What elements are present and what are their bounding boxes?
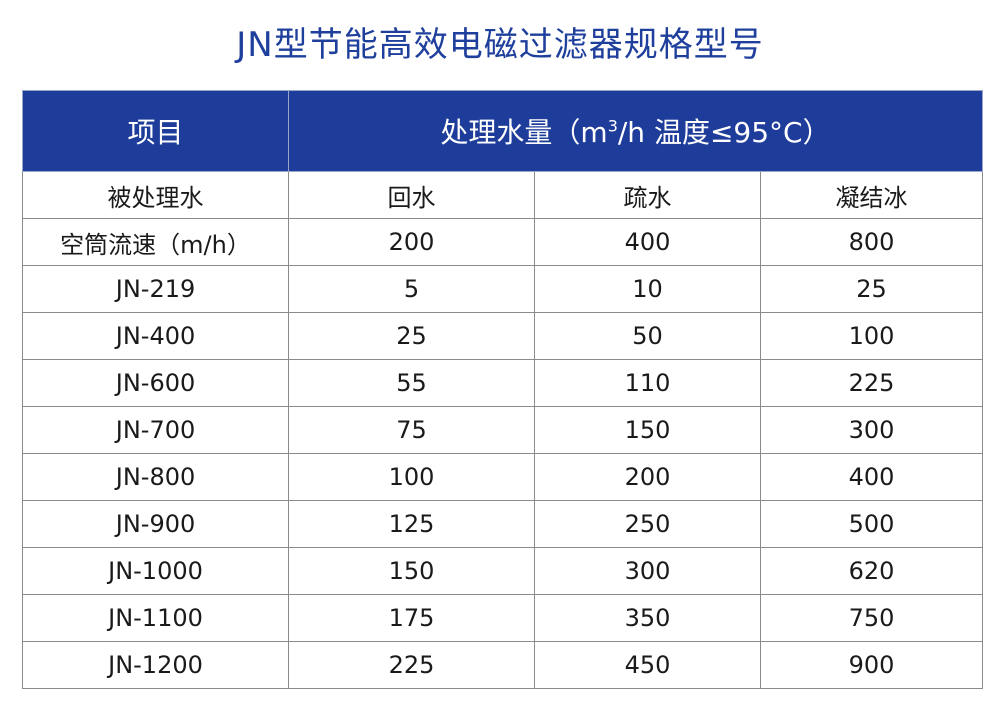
table-cell: 300	[534, 547, 761, 595]
table-row: JN-1100 175 350 750	[22, 594, 984, 642]
table-cell: 250	[534, 500, 761, 548]
table-row: JN-700 75 150 300	[22, 406, 984, 454]
table-cell: JN-219	[22, 265, 289, 313]
table-cell: 110	[534, 359, 761, 407]
table-cell: 500	[759, 500, 984, 548]
table-cell: JN-1000	[22, 547, 289, 595]
table-cell: 900	[759, 641, 984, 689]
header-flow-pre: 处理水量（m	[440, 116, 608, 149]
table-cell: 100	[759, 312, 984, 360]
table-header-row: 项目 处理水量（m3/h 温度≤95°C）	[22, 90, 984, 172]
table-cell: 400	[759, 453, 984, 501]
table-row: JN-1000 150 300 620	[22, 547, 984, 595]
table-cell: 125	[288, 500, 535, 548]
table-cell: 25	[288, 312, 535, 360]
table-cell: 150	[288, 547, 535, 595]
header-flow: 处理水量（m3/h 温度≤95°C）	[287, 90, 984, 172]
table-cell: 225	[288, 641, 535, 689]
spec-table: 项目 处理水量（m3/h 温度≤95°C） 被处理水 回水 疏水 凝结冰 空筒流…	[22, 90, 984, 689]
table-cell: 400	[534, 218, 761, 266]
page-title: JN型节能高效电磁过滤器规格型号	[236, 25, 764, 65]
table-cell: 空筒流速（m/h）	[22, 218, 289, 266]
table-cell: 25	[759, 265, 984, 313]
table-cell: 350	[534, 594, 761, 642]
table-cell: 150	[534, 406, 761, 454]
table-row: 空筒流速（m/h） 200 400 800	[22, 218, 984, 266]
table-cell: 450	[534, 641, 761, 689]
table-cell: JN-800	[22, 453, 289, 501]
subheader-water-type: 被处理水	[22, 171, 289, 219]
table-cell: 10	[534, 265, 761, 313]
table-cell: 100	[288, 453, 535, 501]
table-row: JN-219 5 10 25	[22, 265, 984, 313]
table-cell: 750	[759, 594, 984, 642]
header-item: 项目	[22, 90, 289, 172]
table-cell: 225	[759, 359, 984, 407]
table-cell: 55	[288, 359, 535, 407]
header-flow-sup: 3	[607, 116, 618, 136]
table-cell: 175	[288, 594, 535, 642]
table-cell: JN-700	[22, 406, 289, 454]
subheader-return-water: 回水	[288, 171, 535, 219]
table-row: JN-400 25 50 100	[22, 312, 984, 360]
table-cell: 200	[288, 218, 535, 266]
table-cell: JN-600	[22, 359, 289, 407]
subheader-drain-water: 疏水	[534, 171, 761, 219]
table-row: JN-1200 225 450 900	[22, 641, 984, 689]
table-cell: 75	[288, 406, 535, 454]
table-row: JN-600 55 110 225	[22, 359, 984, 407]
table-cell: JN-1200	[22, 641, 289, 689]
subheader-condensate: 凝结冰	[759, 171, 984, 219]
table-cell: 800	[759, 218, 984, 266]
subheader-row: 被处理水 回水 疏水 凝结冰	[22, 171, 984, 219]
table-cell: 620	[759, 547, 984, 595]
table-cell: 300	[759, 406, 984, 454]
table-cell: JN-1100	[22, 594, 289, 642]
table-cell: JN-900	[22, 500, 289, 548]
table-cell: 200	[534, 453, 761, 501]
header-flow-post: /h 温度≤95°C）	[617, 116, 831, 149]
table-cell: 50	[534, 312, 761, 360]
table-cell: JN-400	[22, 312, 289, 360]
table-row: JN-900 125 250 500	[22, 500, 984, 548]
table-row: JN-800 100 200 400	[22, 453, 984, 501]
table-cell: 5	[288, 265, 535, 313]
